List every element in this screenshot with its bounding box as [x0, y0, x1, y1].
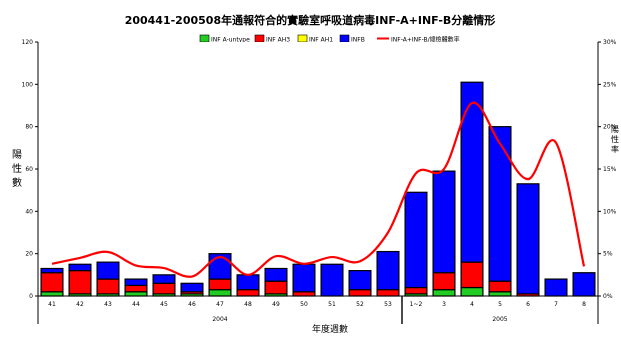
x-tick-label: 51: [328, 301, 336, 308]
bar-segment: [40, 291, 64, 297]
x-tick-label: 3: [442, 301, 446, 308]
bar-segment: [96, 261, 120, 280]
bars: [40, 81, 596, 297]
bar-segment: [404, 191, 428, 289]
bar-segment: [376, 250, 400, 291]
bar-segment: [124, 278, 148, 287]
y2-tick-label: 25%: [603, 81, 617, 88]
bar-segment: [40, 272, 64, 293]
y-tick-label: 100: [22, 81, 34, 88]
bar-segment: [68, 263, 92, 272]
x-tick-label: 53: [384, 301, 392, 308]
x-tick-label: 48: [244, 301, 252, 308]
year-group-label: 2004: [212, 316, 227, 323]
x-tick-label: 1~2: [410, 301, 423, 308]
bar-segment: [124, 284, 148, 293]
bar-segment: [348, 270, 372, 291]
x-axis-label: 年度週數: [312, 323, 348, 335]
x-tick-label: 7: [554, 301, 558, 308]
bar-segment: [488, 126, 512, 282]
bar-segment: [292, 263, 316, 293]
y-tick-label: 60: [25, 166, 33, 173]
y2-tick-label: 10%: [603, 208, 617, 215]
legend-swatch: [297, 34, 308, 43]
legend-swatch: [199, 34, 210, 43]
rate-line: [51, 101, 586, 278]
legend-item: INF-A+INF-B/總檢體數率: [377, 36, 460, 44]
bar-segment: [376, 289, 400, 297]
legend: INF A-untype INF AH3 INF AH1 INFB INF-A+INF-…: [199, 34, 460, 44]
x-tick-label: 8: [582, 301, 586, 308]
bar-segment: [488, 291, 512, 297]
bar-segment: [404, 286, 428, 295]
x-tick-label: 52: [356, 301, 364, 308]
y2-tick-label: 5%: [603, 251, 613, 258]
x-tick-label: 5: [498, 301, 502, 308]
bar-segment: [40, 267, 64, 274]
bar-segment: [460, 81, 484, 263]
legend-label: INF AH3: [266, 37, 290, 44]
x-tick-label: 42: [76, 301, 84, 308]
bar-segment: [320, 263, 344, 297]
x-tick-label: 49: [272, 301, 280, 308]
legend-label: INF-A+INF-B/總檢體數率: [391, 36, 460, 44]
y2-tick-label: 30%: [603, 39, 617, 46]
bar-segment: [236, 289, 260, 297]
y-tick-label: 120: [22, 39, 34, 46]
bar-segment: [68, 270, 92, 295]
bar-segment: [432, 272, 456, 291]
bar-segment: [152, 282, 176, 295]
y2-tick-label: 20%: [603, 124, 617, 131]
legend-swatch: [254, 34, 265, 43]
x-tick-label: 45: [160, 301, 168, 308]
y2-tick-label: 15%: [603, 166, 617, 173]
bar-segment: [96, 278, 120, 295]
y-tick-label: 0: [29, 293, 33, 300]
bar-segment: [460, 261, 484, 289]
bar-segment: [488, 280, 512, 293]
y2-tick-label: 0%: [603, 293, 613, 300]
bar-segment: [236, 274, 260, 291]
bar-segment: [180, 282, 204, 293]
legend-label: INFB: [351, 37, 365, 44]
bar-segment: [208, 289, 232, 297]
y-tick-label: 80: [25, 124, 33, 131]
legend-label: INF AH1: [309, 37, 333, 44]
x-tick-label: 43: [104, 301, 112, 308]
y-axis-label: 陽性數: [12, 149, 22, 189]
bar-segment: [124, 291, 148, 297]
bar-segment: [348, 289, 372, 297]
bar-segment: [460, 286, 484, 297]
x-tick-label: 47: [216, 301, 224, 308]
x-tick-label: 4: [470, 301, 474, 308]
chart-title: 200441-200508年通報符合的實驗室呼吸道病毒INF-A+INF-B分離…: [125, 13, 496, 27]
legend-swatch: [339, 34, 350, 43]
bar-segment: [208, 278, 232, 291]
y2-axis-label: 陽性率: [611, 125, 619, 154]
legend-label: INF A-untype: [211, 37, 250, 44]
bar-segment: [264, 280, 288, 295]
bar-segment: [544, 278, 568, 297]
x-tick-label: 46: [188, 301, 196, 308]
rate-line-layer: [51, 101, 586, 278]
bar-segment: [264, 267, 288, 282]
x-tick-label: 44: [132, 301, 140, 308]
bar-segment: [432, 289, 456, 297]
x-tick-label: 50: [300, 301, 308, 308]
bar-segment: [292, 291, 316, 297]
bar-segment: [572, 272, 596, 297]
x-tick-label: 41: [48, 301, 56, 308]
bar-segment: [432, 170, 456, 274]
bar-segment: [152, 274, 176, 284]
y-tick-label: 20: [25, 251, 33, 258]
bar-segment: [516, 183, 540, 295]
x-tick-label: 6: [526, 301, 530, 308]
y-tick-label: 40: [25, 208, 33, 215]
year-group-label: 2005: [492, 316, 507, 323]
